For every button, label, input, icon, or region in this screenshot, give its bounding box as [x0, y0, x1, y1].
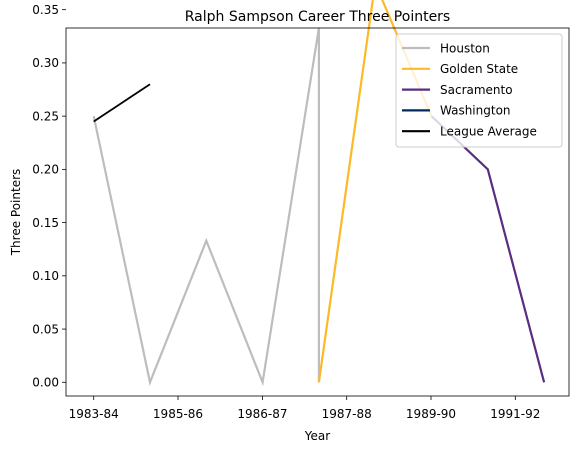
legend: Houston Golden State Sacramento Washington L…: [395, 33, 563, 148]
x-tick-label: 1983-84: [69, 407, 119, 421]
x-tick-label: 1985-86: [153, 407, 203, 421]
x-axis-title: Year: [304, 429, 330, 443]
series-line-houston: [92, 27, 320, 387]
y-tick-label: 0.20: [32, 163, 59, 177]
y-axis-title: Three Pointers: [9, 169, 23, 257]
y-tick-label: 0.05: [32, 322, 59, 336]
x-tick-label: 1991-92: [490, 407, 540, 421]
y-axis: 0.00 0.05 0.10 0.15 0.20 0.25 0.30 0.35: [32, 3, 66, 390]
x-tick-label: 1986-87: [237, 407, 287, 421]
legend-label-houston: Houston: [440, 41, 490, 55]
legend-label-washington: Washington: [440, 104, 511, 118]
legend-label-sacramento: Sacramento: [440, 83, 513, 97]
series-line-league-average: [93, 83, 151, 123]
y-tick-label: 0.15: [32, 216, 59, 230]
y-tick-label: 0.30: [32, 56, 59, 70]
x-tick-label: 1987-88: [322, 407, 372, 421]
y-tick-label: 0.25: [32, 109, 59, 123]
legend-box: [395, 33, 563, 148]
chart-title: Ralph Sampson Career Three Pointers: [185, 9, 450, 25]
y-tick-label: 0.35: [32, 3, 59, 17]
y-tick-label: 0.10: [32, 269, 59, 283]
plot-frame: [65, 27, 570, 397]
x-axis: 1983-84 1985-86 1986-87 1987-88 1989-90 1991-…: [69, 396, 540, 421]
legend-label-golden-state: Golden State: [440, 62, 518, 76]
legend-label-league-average: League Average: [440, 125, 537, 139]
y-tick-label: 0.00: [32, 376, 59, 390]
x-tick-label: 1989-90: [406, 407, 456, 421]
